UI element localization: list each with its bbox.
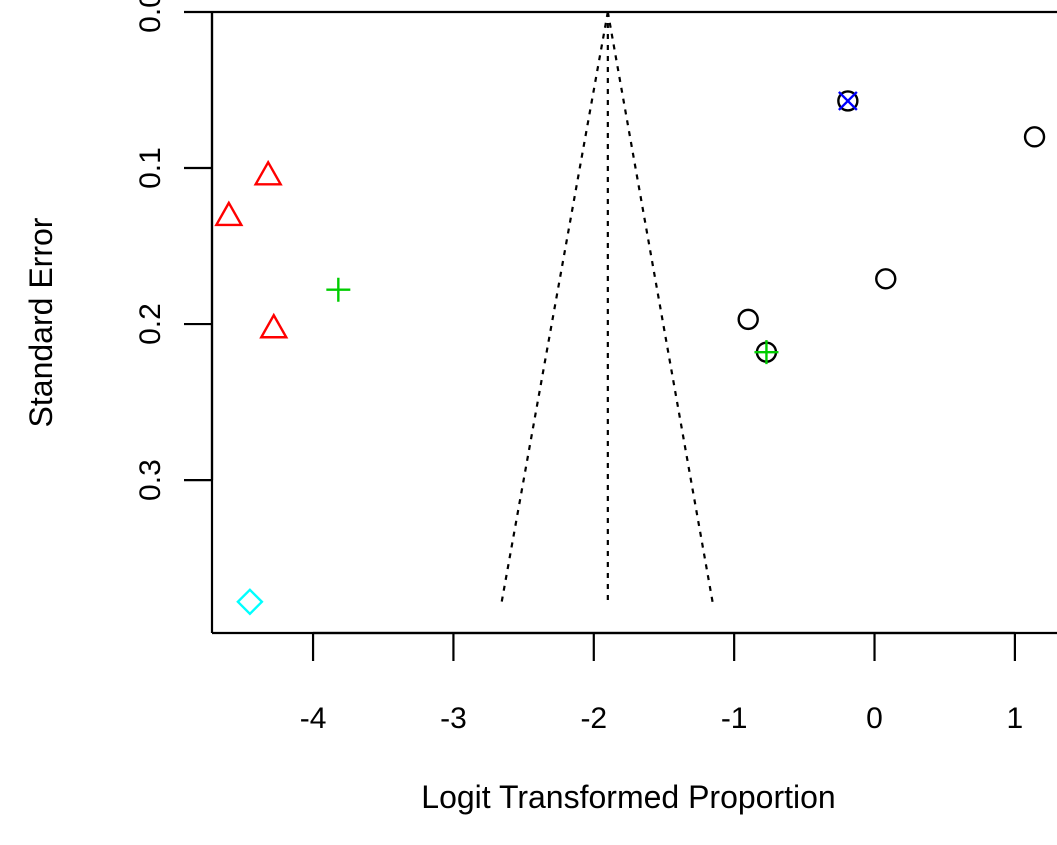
point-triangle: [253, 159, 283, 186]
point-circle: [737, 308, 759, 331]
point-plus: [754, 340, 779, 365]
point-x: [838, 91, 858, 111]
point-circle: [837, 90, 859, 112]
y-tick-label: 0.3: [134, 459, 167, 501]
y-tick-label: 0.1: [134, 147, 167, 189]
funnel-lines: [500, 11, 715, 606]
x-axis-title: Logit Transformed Proportion: [421, 779, 835, 815]
x-axis-ticks: -4 -3 -2 -1 0 1: [300, 633, 1024, 735]
point-triangle: [259, 312, 289, 339]
y-axis-ticks: 0.0 0.1 0.2 0.3: [134, 0, 212, 501]
y-tick-label: 0.0: [134, 0, 167, 33]
funnel-right-line: [606, 11, 715, 606]
x-tick-label: -4: [300, 702, 327, 735]
point-plus: [326, 277, 351, 302]
point-circle: [1023, 126, 1046, 148]
x-tick-label: 1: [1007, 702, 1024, 735]
funnel-left-line: [500, 11, 609, 606]
x-tick-label: -3: [440, 702, 467, 735]
point-circle: [875, 268, 897, 290]
y-tick-label: 0.2: [134, 303, 167, 345]
point-triangle: [214, 200, 244, 227]
axes: -4 -3 -2 -1 0 1 0.0 0.1 0.2 0.3: [134, 0, 1057, 735]
data-points: [214, 90, 1046, 616]
x-tick-label: 0: [866, 702, 883, 735]
point-diamond: [236, 588, 264, 616]
x-tick-label: -1: [721, 702, 748, 735]
x-tick-label: -2: [580, 702, 607, 735]
y-axis-title: Standard Error: [23, 217, 59, 427]
